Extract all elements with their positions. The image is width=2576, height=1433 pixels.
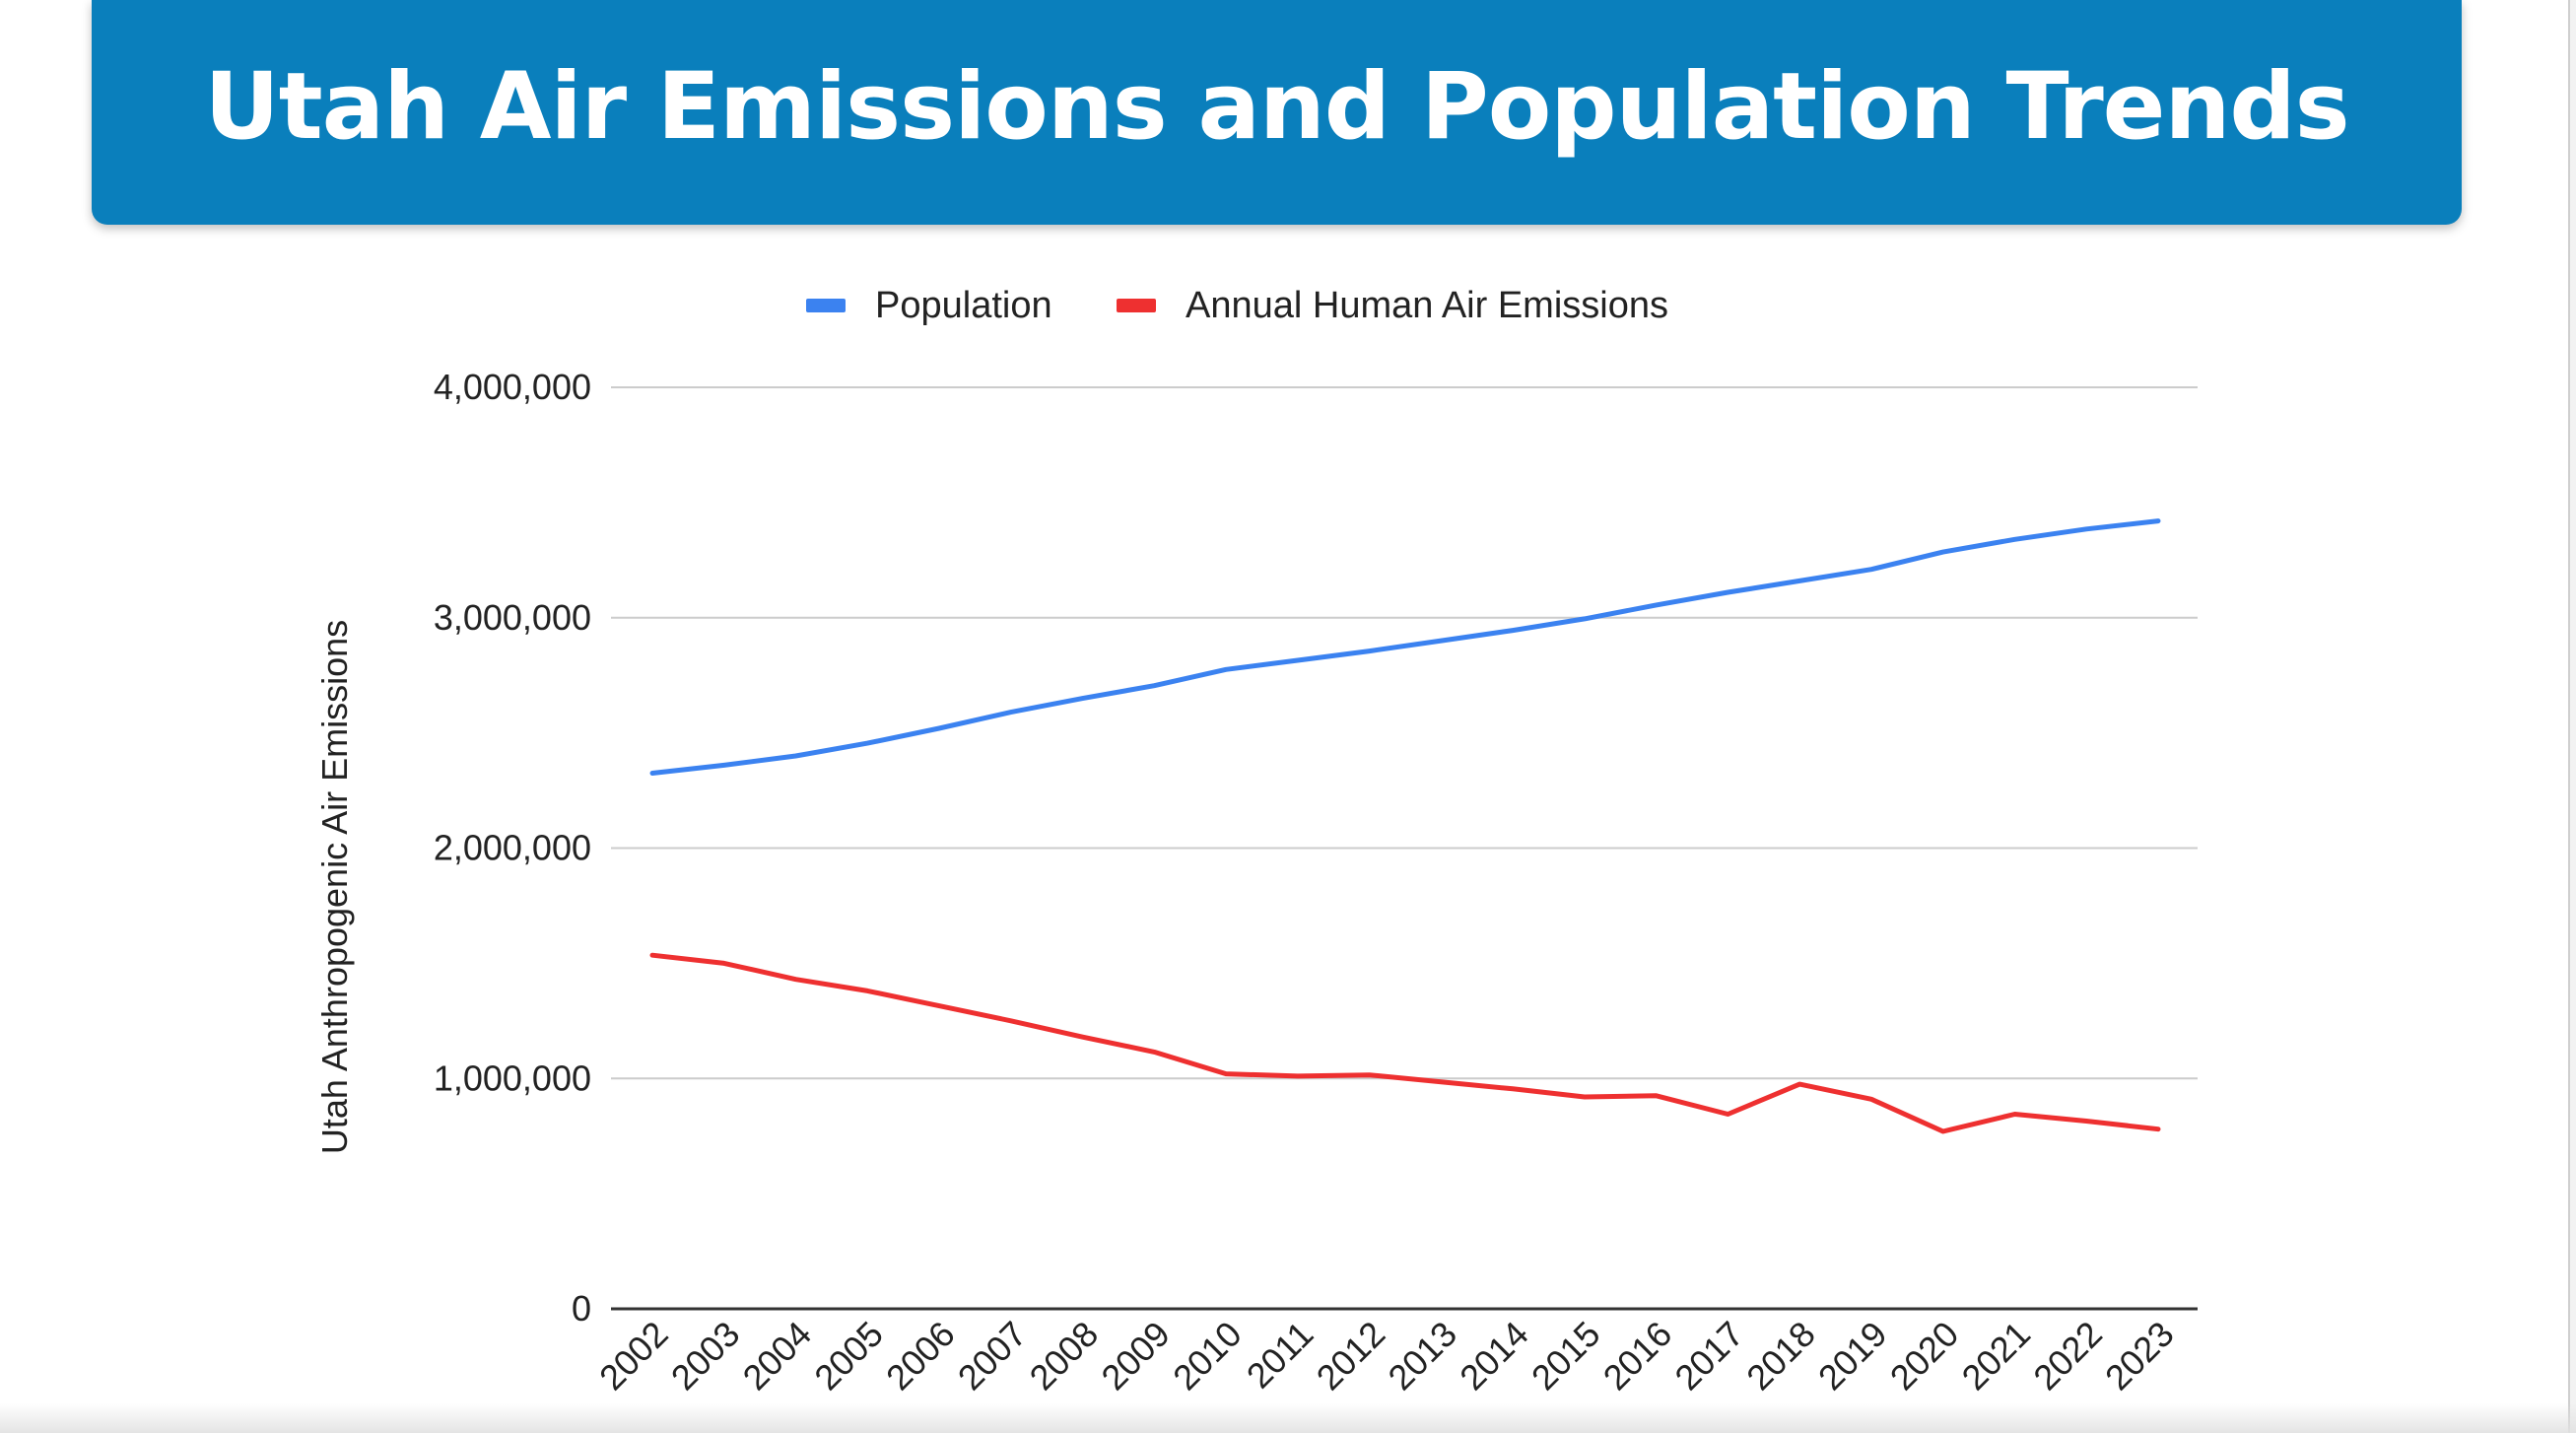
legend: Population Annual Human Air Emissions (806, 285, 1668, 326)
y-tick-label: 1,000,000 (434, 1058, 591, 1098)
x-tick-label: 2016 (1595, 1314, 1680, 1399)
x-tick-label: 2018 (1738, 1314, 1823, 1399)
x-tick-label: 2014 (1452, 1314, 1536, 1399)
legend-swatch (1117, 299, 1156, 312)
y-axis-tick-labels: 0 1,000,000 2,000,000 3,000,000 4,000,000 (434, 367, 591, 1329)
x-tick-label: 2013 (1380, 1314, 1464, 1399)
grid-lines (611, 386, 2198, 1311)
x-tick-label: 2021 (1954, 1314, 2039, 1399)
series-line-annual-human-air-emissions (649, 952, 2161, 1134)
x-tick-label: 2004 (735, 1314, 820, 1399)
x-tick-label: 2002 (591, 1314, 676, 1399)
y-axis-label: Utah Anthropogenic Air Emissions (314, 620, 355, 1154)
legend-label: Population (875, 285, 1052, 326)
title-banner: Utah Air Emissions and Population Trends (92, 0, 2462, 225)
x-tick-label: 2022 (2025, 1314, 2110, 1399)
series-lines (649, 518, 2161, 1134)
page-title: Utah Air Emissions and Population Trends (204, 52, 2349, 161)
y-tick-label: 0 (572, 1288, 591, 1329)
x-tick-label: 2019 (1810, 1314, 1895, 1399)
y-tick-label: 2,000,000 (434, 828, 591, 868)
x-tick-label: 2012 (1309, 1314, 1393, 1399)
x-tick-label: 2007 (950, 1314, 1035, 1399)
x-tick-label: 2008 (1022, 1314, 1107, 1399)
x-tick-label: 2009 (1093, 1314, 1178, 1399)
x-tick-label: 2017 (1666, 1314, 1751, 1399)
x-tick-label: 2020 (1882, 1314, 1967, 1399)
legend-swatch (806, 299, 846, 312)
x-tick-label: 2023 (2097, 1314, 2182, 1399)
y-tick-label: 4,000,000 (434, 367, 591, 407)
x-tick-label: 2011 (1239, 1314, 1322, 1397)
y-tick-label: 3,000,000 (434, 597, 591, 638)
x-axis-tick-labels: 2002200320042005200620072008200920102011… (591, 1314, 2182, 1399)
series-line-population (649, 518, 2161, 776)
x-tick-label: 2010 (1165, 1314, 1250, 1399)
window-edge (2568, 0, 2576, 1433)
x-tick-label: 2006 (878, 1314, 963, 1399)
x-tick-label: 2003 (663, 1314, 748, 1399)
x-tick-label: 2015 (1524, 1314, 1608, 1399)
legend-label: Annual Human Air Emissions (1186, 285, 1668, 326)
x-tick-label: 2005 (806, 1314, 891, 1399)
